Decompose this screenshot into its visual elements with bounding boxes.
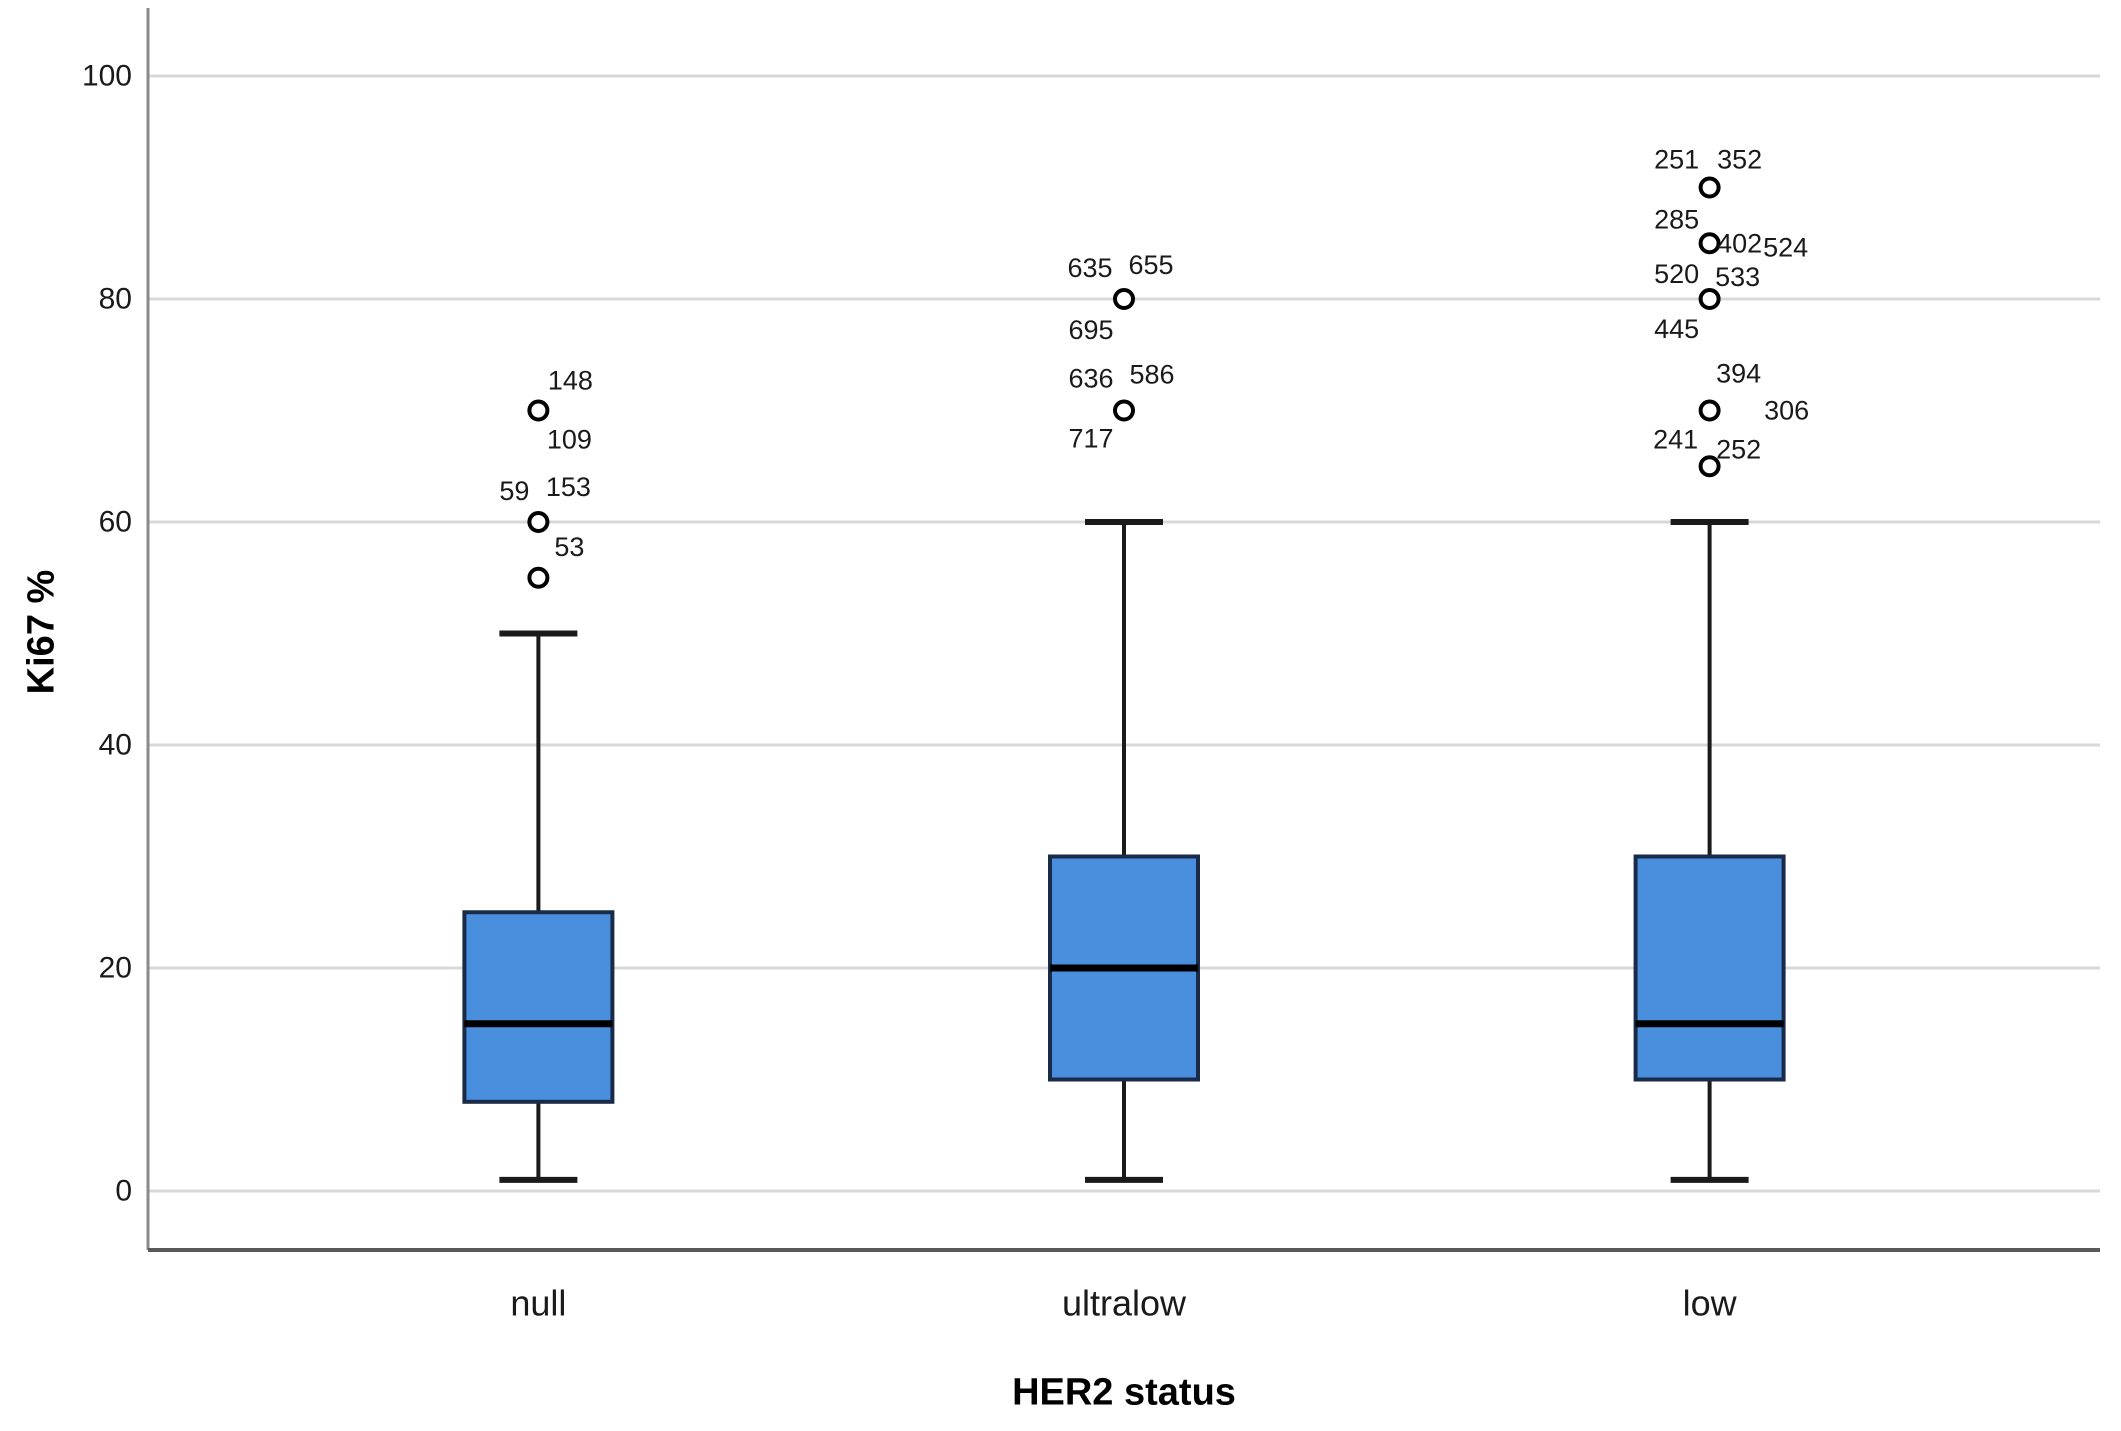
x-axis-title: HER2 status <box>1012 1371 1236 1414</box>
outlier-case-label: 586 <box>1129 360 1174 390</box>
outlier-case-label: 533 <box>1715 262 1760 292</box>
box-low <box>1633 854 1786 1082</box>
outlier-case-label: 402 <box>1717 228 1762 258</box>
outlier-point <box>527 566 550 589</box>
outlier-case-label: 285 <box>1654 204 1699 234</box>
y-tick-label: 60 <box>99 506 132 539</box>
outlier-case-label: 241 <box>1653 424 1698 454</box>
x-category-label-null: null <box>510 1283 566 1324</box>
outlier-point <box>1698 176 1721 199</box>
outlier-case-label: 655 <box>1128 250 1173 280</box>
y-tick-label: 0 <box>115 1175 132 1208</box>
outlier-point <box>527 399 550 422</box>
outlier-point <box>1113 288 1135 310</box>
outlier-case-label: 109 <box>547 425 592 455</box>
outlier-case-label: 635 <box>1067 253 1112 283</box>
outlier-case-label: 520 <box>1654 259 1699 289</box>
outlier-point <box>1698 288 1721 310</box>
box-null <box>462 910 615 1104</box>
outlier-case-label: 252 <box>1716 434 1761 464</box>
outlier-point <box>1698 232 1721 255</box>
outlier-case-label: 695 <box>1068 315 1113 345</box>
outlier-case-label: 251 <box>1654 145 1699 175</box>
outlier-case-label: 394 <box>1716 359 1761 389</box>
outlier-case-label: 153 <box>546 472 591 502</box>
outlier-case-label: 306 <box>1764 396 1809 426</box>
y-tick-label: 100 <box>82 60 132 93</box>
outlier-point <box>1698 399 1721 422</box>
outlier-point <box>527 511 550 533</box>
y-tick-label: 40 <box>99 729 132 762</box>
outlier-point <box>1113 399 1135 422</box>
outlier-case-label: 717 <box>1068 424 1113 454</box>
outlier-case-label: 53 <box>554 532 584 562</box>
x-category-label-low: low <box>1683 1283 1738 1324</box>
outlier-case-label: 636 <box>1068 364 1113 394</box>
outlier-case-label: 148 <box>548 366 593 396</box>
outlier-case-label: 445 <box>1654 314 1699 344</box>
outlier-case-label: 352 <box>1717 145 1762 175</box>
y-tick-label: 20 <box>99 952 132 985</box>
outlier-point <box>1698 455 1721 478</box>
y-axis-title: Ki67 % <box>20 569 63 695</box>
outlier-case-label: 59 <box>499 476 529 506</box>
y-tick-label: 80 <box>99 283 132 316</box>
outlier-case-label: 524 <box>1763 232 1808 262</box>
x-category-label-ultralow: ultralow <box>1062 1283 1187 1324</box>
